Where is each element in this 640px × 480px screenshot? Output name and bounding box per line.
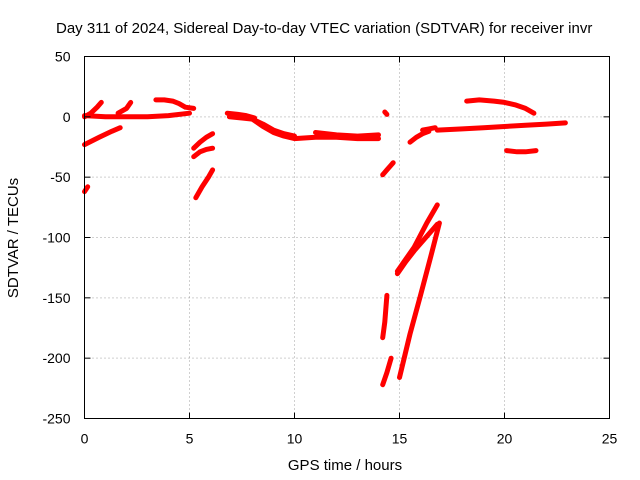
x-tick-label: 25 <box>602 431 618 447</box>
data-series-24 <box>504 148 539 155</box>
data-series-18 <box>394 221 440 277</box>
data-series-12 <box>313 130 381 139</box>
x-tick-label: 10 <box>287 431 303 447</box>
data-series-7 <box>191 145 216 160</box>
x-tick-label: 20 <box>497 431 513 447</box>
axis-ticks <box>84 56 610 419</box>
y-tick-label: -150 <box>42 290 70 306</box>
data-series-13 <box>382 109 390 117</box>
y-tick-label: 50 <box>55 49 71 65</box>
x-tick-label: 5 <box>186 431 194 447</box>
data-series-21 <box>420 125 438 133</box>
x-tick-label: 0 <box>81 431 89 447</box>
data-series-16 <box>380 355 394 388</box>
data-series-3 <box>115 99 134 116</box>
y-tick-label: -250 <box>42 411 70 427</box>
data-series-1 <box>82 125 123 148</box>
data-series-23 <box>464 97 537 116</box>
data-series-6 <box>191 131 216 151</box>
data-series-14 <box>380 160 396 178</box>
data-series-20 <box>407 128 432 145</box>
data-series-8 <box>193 167 216 201</box>
y-axis-title: SDTVAR / TECUs <box>5 178 22 298</box>
data-series-22 <box>434 120 568 133</box>
x-axis-title: GPS time / hours <box>288 457 402 474</box>
data-series-4 <box>153 97 197 111</box>
y-tick-label: -200 <box>42 350 70 366</box>
x-tick-labels: 0 5 10 15 20 25 <box>81 431 618 447</box>
y-tick-label: -50 <box>50 169 70 185</box>
data-series-15 <box>380 292 390 341</box>
y-tick-label: -100 <box>42 230 70 246</box>
data-traces <box>82 97 568 388</box>
grid-lines <box>84 56 610 419</box>
x-tick-label: 15 <box>392 431 408 447</box>
data-series-2 <box>82 110 192 120</box>
data-series-5 <box>82 184 91 195</box>
chart-title: Day 311 of 2024, Sidereal Day-to-day VTE… <box>56 20 592 37</box>
y-tick-label: 0 <box>63 109 71 125</box>
data-series-19 <box>397 220 442 380</box>
y-tick-labels: 50 0 -50 -100 -150 -200 -250 <box>42 49 70 427</box>
